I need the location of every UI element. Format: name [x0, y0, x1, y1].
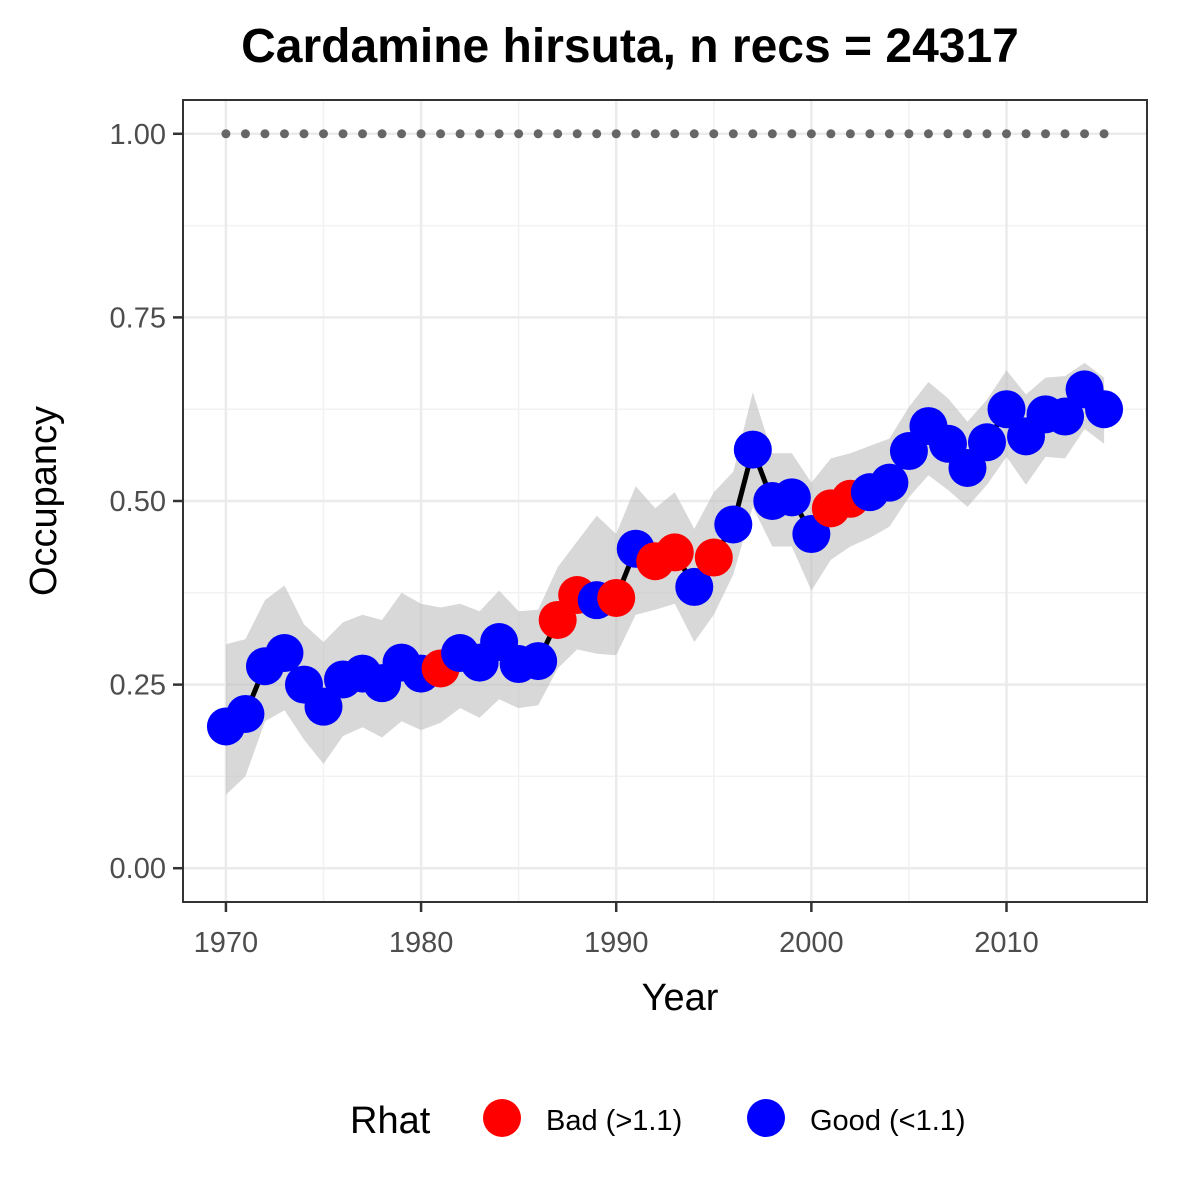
- reference-dot: [416, 129, 426, 139]
- chart-title: Cardamine hirsuta, n recs = 24317: [241, 20, 1019, 73]
- reference-dot: [923, 129, 933, 139]
- reference-dot: [572, 129, 582, 139]
- y-tick-label: 0.50: [110, 486, 166, 518]
- reference-dot: [533, 129, 543, 139]
- data-point-1993: [655, 533, 694, 572]
- reference-dot: [455, 129, 465, 139]
- reference-dot: [1060, 129, 1070, 139]
- reference-dot: [943, 129, 953, 139]
- reference-dot: [592, 129, 602, 139]
- data-points: [206, 370, 1124, 746]
- legend-label-bad: Bad (>1.1): [546, 1105, 682, 1137]
- data-point-1986: [519, 642, 558, 681]
- reference-dot: [1001, 129, 1011, 139]
- y-tick-label: 0.00: [110, 853, 166, 885]
- reference-line: [221, 129, 1109, 139]
- reference-dot: [709, 129, 719, 139]
- reference-dot: [514, 129, 524, 139]
- reference-dot: [884, 129, 894, 139]
- reference-dot: [221, 129, 231, 139]
- ci-band-area: [225, 362, 1105, 795]
- reference-dot: [611, 129, 621, 139]
- reference-dot: [299, 129, 309, 139]
- x-tick-label: 1980: [389, 927, 454, 959]
- legend-swatch-bad: [483, 1099, 521, 1137]
- reference-dot: [767, 129, 777, 139]
- y-axis-title: Occupancy: [23, 406, 65, 596]
- reference-dot: [1099, 129, 1109, 139]
- reference-dot: [475, 129, 485, 139]
- data-point-1995: [694, 538, 733, 577]
- data-point-1994: [675, 567, 714, 606]
- data-point-2009: [967, 423, 1006, 462]
- legend-label-good: Good (<1.1): [810, 1105, 966, 1137]
- reference-dot: [240, 129, 250, 139]
- data-point-2000: [792, 515, 831, 554]
- reference-dot: [397, 129, 407, 139]
- legend-swatch-good: [747, 1099, 785, 1137]
- data-point-1990: [597, 578, 636, 617]
- reference-dot: [260, 129, 270, 139]
- reference-dot: [904, 129, 914, 139]
- data-point-1996: [714, 505, 753, 544]
- reference-dot: [377, 129, 387, 139]
- reference-dot: [845, 129, 855, 139]
- reference-dot: [787, 129, 797, 139]
- credible-interval-band: [225, 362, 1105, 795]
- x-tick-label: 2010: [974, 927, 1039, 959]
- reference-dot: [338, 129, 348, 139]
- reference-dot: [553, 129, 563, 139]
- data-point-2008: [948, 448, 987, 487]
- y-axis: 0.00 0.25 0.50 0.75 1.00: [110, 119, 183, 885]
- data-point-2013: [1046, 397, 1085, 436]
- reference-dot: [436, 129, 446, 139]
- data-point-1971: [226, 694, 265, 733]
- x-tick-label: 1970: [194, 927, 259, 959]
- x-axis-title: Year: [642, 977, 719, 1019]
- legend-title: Rhat: [350, 1100, 431, 1142]
- reference-dot: [670, 129, 680, 139]
- reference-dot: [982, 129, 992, 139]
- data-point-1999: [772, 478, 811, 517]
- reference-dot: [826, 129, 836, 139]
- reference-dot: [748, 129, 758, 139]
- reference-dot: [865, 129, 875, 139]
- y-tick-label: 1.00: [110, 119, 166, 151]
- reference-dot: [1041, 129, 1051, 139]
- reference-dot: [689, 129, 699, 139]
- reference-dot: [728, 129, 738, 139]
- reference-dot: [279, 129, 289, 139]
- reference-dot: [650, 129, 660, 139]
- data-point-1973: [265, 634, 304, 673]
- legend: Rhat Bad (>1.1) Good (<1.1): [350, 1099, 966, 1142]
- reference-dot: [962, 129, 972, 139]
- reference-dot: [1080, 129, 1090, 139]
- data-point-2010: [987, 390, 1026, 429]
- x-tick-label: 2000: [779, 927, 844, 959]
- reference-dot: [631, 129, 641, 139]
- reference-dot: [319, 129, 329, 139]
- data-point-2004: [870, 463, 909, 502]
- x-tick-label: 1990: [584, 927, 649, 959]
- data-point-2015: [1085, 390, 1124, 429]
- reference-dot: [358, 129, 368, 139]
- reference-dot: [494, 129, 504, 139]
- data-point-1997: [733, 430, 772, 469]
- x-axis: 1970 1980 1990 2000 2010: [194, 902, 1039, 959]
- reference-dot: [1021, 129, 1031, 139]
- reference-dot: [806, 129, 816, 139]
- y-tick-label: 0.25: [110, 670, 166, 702]
- y-tick-label: 0.75: [110, 302, 166, 334]
- data-point-1975: [304, 687, 343, 726]
